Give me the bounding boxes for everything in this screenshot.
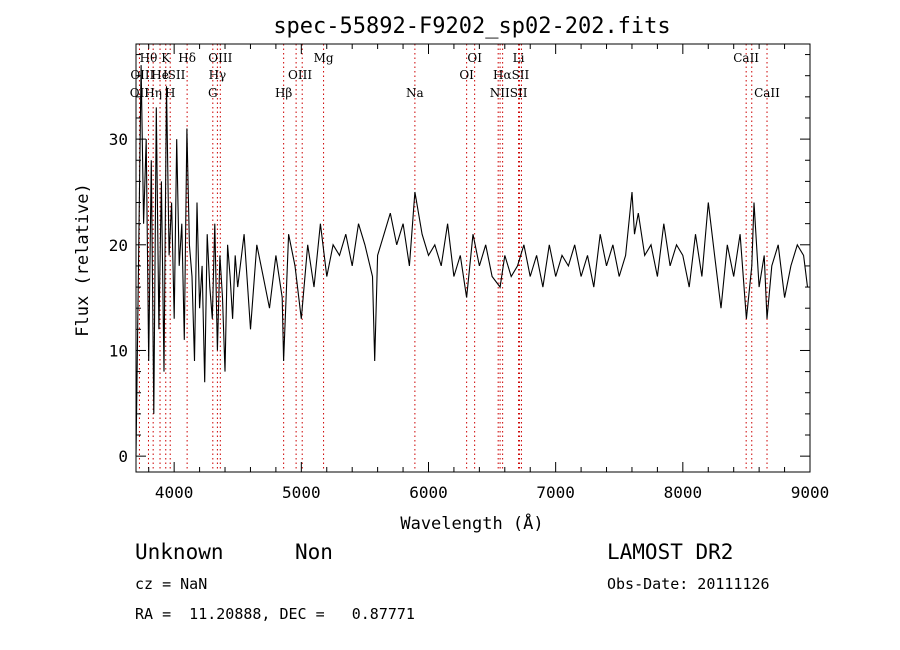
line-label: HαSII bbox=[493, 68, 530, 82]
line-label: Na bbox=[406, 86, 424, 100]
line-label: CaII bbox=[733, 51, 759, 65]
line-label: He bbox=[151, 68, 169, 82]
line-label: OIII bbox=[130, 68, 154, 82]
line-label: OI bbox=[467, 51, 482, 65]
line-label: OII bbox=[130, 86, 150, 100]
line-label: Hθ bbox=[140, 51, 158, 65]
line-label: Hη bbox=[144, 86, 162, 100]
line-label: K bbox=[161, 51, 171, 65]
line-label: CaII bbox=[754, 86, 780, 100]
line-label: Hδ bbox=[178, 51, 196, 65]
line-label: Hγ bbox=[209, 68, 227, 82]
line-label: OIII bbox=[208, 51, 232, 65]
observation-date: Obs-Date: 20111126 bbox=[607, 575, 770, 593]
line-label: OIII bbox=[288, 68, 312, 82]
y-axis-label: Flux (relative) bbox=[73, 183, 93, 337]
coordinates: RA = 11.20888, DEC = 0.87771 bbox=[135, 605, 415, 623]
redshift-cz: cz = NaN bbox=[135, 575, 208, 593]
y-tick-label: 10 bbox=[109, 341, 128, 360]
line-label: Mg bbox=[314, 51, 334, 65]
y-tick-label: 30 bbox=[109, 130, 128, 149]
axis-ticks: 4000 5000 6000 7000 8000 9000 0 10 20 30 bbox=[109, 44, 830, 502]
emission-line-markers bbox=[138, 44, 768, 472]
x-axis-label: Wavelength (Å) bbox=[400, 512, 543, 534]
y-tick-label: 20 bbox=[109, 236, 128, 255]
plot-frame bbox=[135, 43, 811, 473]
line-label: Hβ bbox=[275, 86, 292, 100]
x-tick-label: 9000 bbox=[791, 483, 830, 502]
object-subclass: Non bbox=[295, 540, 333, 564]
x-tick-label: 6000 bbox=[409, 483, 448, 502]
spectrum-line bbox=[135, 65, 809, 457]
line-label: G bbox=[208, 86, 218, 100]
chart-title: spec-55892-F9202_sp02-202.fits bbox=[273, 14, 670, 39]
survey-name: LAMOST DR2 bbox=[607, 540, 734, 564]
x-tick-label: 4000 bbox=[155, 483, 194, 502]
line-label: Li bbox=[513, 51, 525, 65]
line-label: ISII bbox=[163, 68, 186, 82]
line-label: NIISII bbox=[490, 86, 528, 100]
x-tick-label: 5000 bbox=[282, 483, 321, 502]
x-tick-label: 7000 bbox=[536, 483, 575, 502]
object-class: Unknown bbox=[135, 540, 224, 564]
y-tick-label: 0 bbox=[118, 447, 128, 466]
line-label: OI bbox=[459, 68, 474, 82]
x-tick-label: 8000 bbox=[664, 483, 703, 502]
line-label: H bbox=[165, 86, 175, 100]
